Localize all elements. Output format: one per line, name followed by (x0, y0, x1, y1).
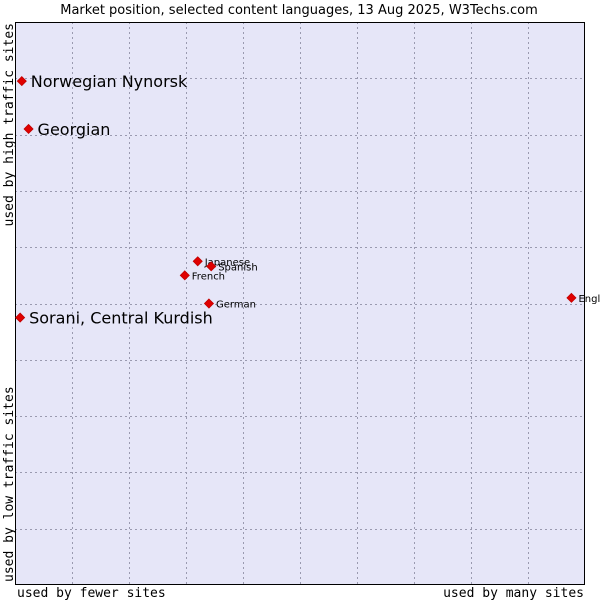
point-label: Georgian (38, 120, 111, 139)
data-points: Norwegian Nynorsk Georgian Sorani, Central… (15, 72, 600, 328)
data-point-georgian: Georgian (23, 120, 111, 139)
point-marker (206, 261, 217, 272)
data-point-french: French (179, 270, 225, 282)
data-point-japanese: Japanese (192, 256, 250, 268)
point-label: English (578, 294, 600, 305)
x-axis-label-fewer: used by fewer sites (17, 586, 166, 600)
point-marker (203, 298, 215, 309)
data-point-sorani-central-kurdish: Sorani, Central Kurdish (15, 309, 213, 328)
point-label: German (216, 300, 256, 311)
point-marker (566, 292, 577, 303)
point-label: Japanese (204, 257, 250, 268)
chart-title: Market position, selected content langua… (60, 3, 538, 18)
y-axis-label-high: used by high traffic sites (2, 23, 17, 227)
point-marker (16, 76, 27, 87)
point-marker (179, 270, 190, 281)
point-label: Sorani, Central Kurdish (29, 309, 213, 328)
data-point-english: English (566, 292, 600, 305)
point-marker (23, 123, 34, 135)
y-axis-label-low: used by low traffic sites (2, 386, 17, 582)
point-label: Spanish (218, 262, 257, 273)
x-axis-label-many: used by many sites (443, 586, 584, 600)
data-point-german: German (203, 298, 256, 311)
point-label: French (192, 271, 225, 282)
grid (15, 22, 585, 585)
data-point-spanish: Spanish (206, 261, 258, 273)
point-marker (192, 256, 203, 267)
plot-frame (15, 22, 585, 585)
data-point-norwegian-nynorsk: Norwegian Nynorsk (16, 72, 188, 91)
point-marker (15, 312, 26, 323)
point-label: Norwegian Nynorsk (31, 72, 188, 91)
